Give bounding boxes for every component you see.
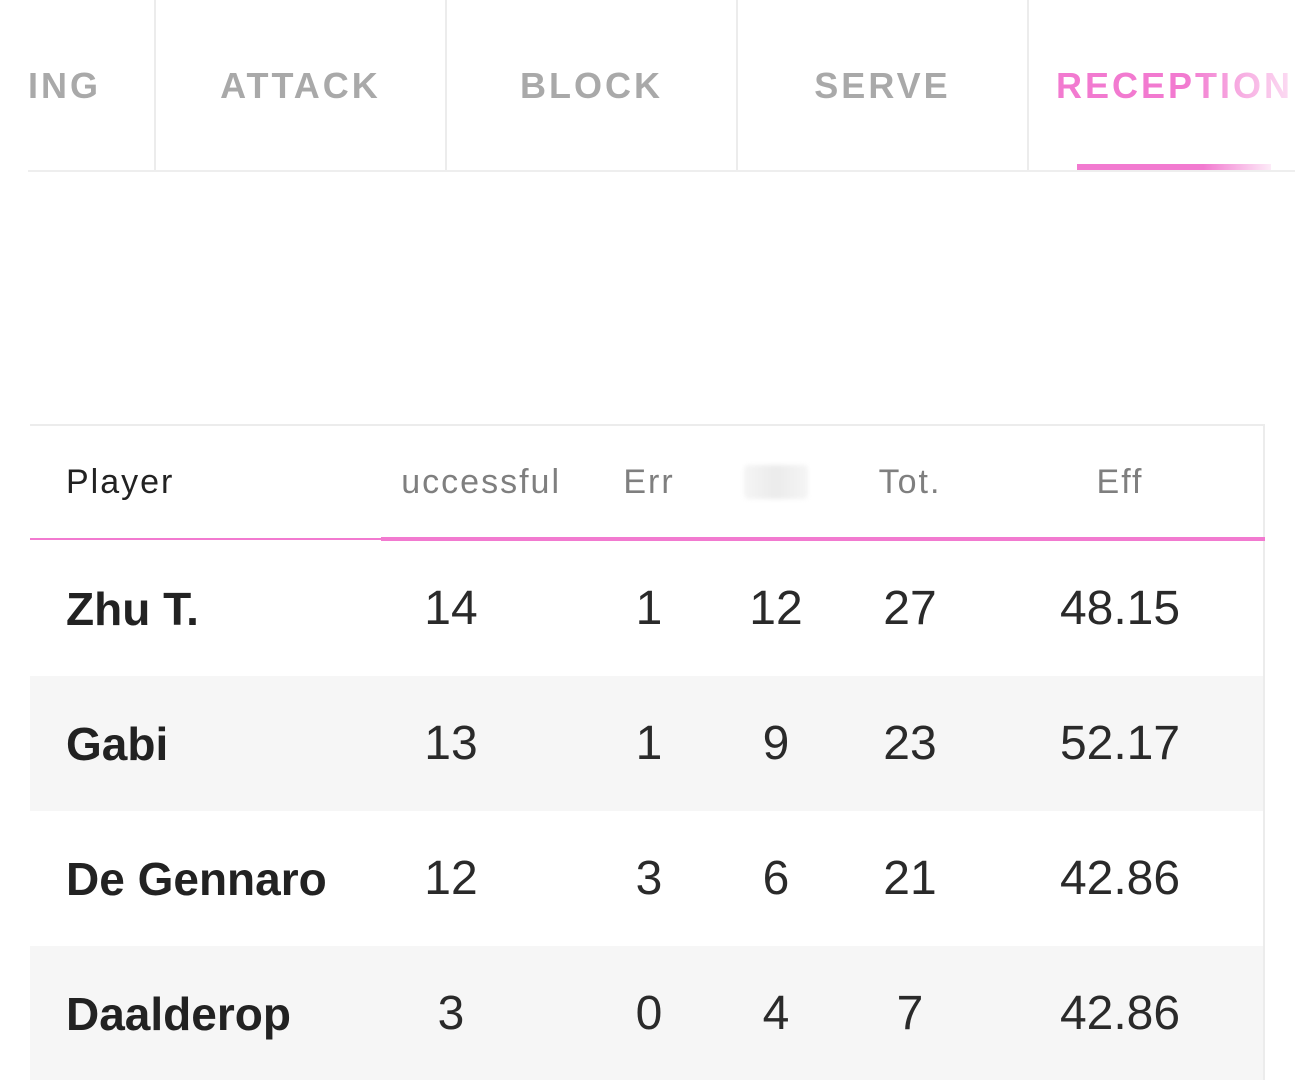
tab-label: ATTACK: [220, 64, 381, 106]
column-header-eff[interactable]: Eff: [1096, 462, 1144, 501]
column-header-err[interactable]: Err: [623, 462, 675, 501]
table-row[interactable]: Daalderop 3 0 4 7 42.86: [30, 946, 1263, 1080]
tab-setting[interactable]: ING: [0, 0, 154, 171]
err-value: 1: [635, 582, 663, 635]
column-header-obscured: [743, 426, 809, 538]
player-name: Daalderop: [66, 987, 291, 1040]
player-name: Gabi: [66, 717, 169, 770]
tab-divider: [154, 0, 156, 171]
column-header-successful[interactable]: uccessful: [401, 462, 561, 501]
successful-value: 13: [424, 717, 478, 770]
err-value: 0: [635, 987, 663, 1040]
obscured-header-placeholder: [744, 465, 808, 499]
tab-label: ING: [28, 64, 102, 106]
player-name: Zhu T.: [66, 582, 199, 635]
column-header-player[interactable]: Player: [66, 462, 175, 501]
tab-reception[interactable]: RECEPTION: [1029, 0, 1295, 171]
tab-label: RECEPTION: [1056, 64, 1294, 106]
tab-serve[interactable]: SERVE: [738, 0, 1027, 171]
col4-value: 9: [762, 717, 790, 770]
eff-value: 52.17: [1059, 717, 1181, 770]
successful-value: 12: [424, 852, 478, 905]
col4-value: 4: [762, 987, 790, 1040]
col4-value: 6: [762, 852, 790, 905]
eff-value: 48.15: [1059, 582, 1181, 635]
err-value: 3: [635, 852, 663, 905]
active-tab-indicator: [1077, 164, 1271, 170]
column-header-tot[interactable]: Tot.: [878, 462, 942, 501]
player-name: De Gennaro: [66, 852, 327, 905]
tab-block[interactable]: BLOCK: [447, 0, 736, 171]
successful-value: 14: [424, 582, 478, 635]
eff-value: 42.86: [1059, 852, 1181, 905]
tab-label: SERVE: [814, 64, 951, 106]
table-row[interactable]: Gabi 13 1 9 23 52.17: [30, 676, 1263, 811]
eff-value: 42.86: [1059, 987, 1181, 1040]
tab-label: BLOCK: [520, 64, 663, 106]
tab-divider: [1027, 0, 1029, 171]
tab-divider: [736, 0, 738, 171]
tab-attack[interactable]: ATTACK: [156, 0, 445, 171]
stats-tab-bar: ING ATTACK BLOCK SERVE RECEPTION: [0, 0, 1295, 172]
header-underline-accent: [381, 537, 1265, 541]
table-row[interactable]: De Gennaro 12 3 6 21 42.86: [30, 811, 1263, 946]
table-row[interactable]: Zhu T. 14 1 12 27 48.15: [30, 541, 1263, 676]
err-value: 1: [635, 717, 663, 770]
reception-stats-table: Player uccessful Err Tot. Eff Zhu T. 14 …: [30, 424, 1265, 1080]
col4-value: 12: [749, 582, 803, 635]
tab-bar-divider: [28, 170, 1295, 172]
tot-value: 27: [883, 582, 937, 635]
successful-value: 3: [437, 987, 465, 1040]
tot-value: 23: [883, 717, 937, 770]
tot-value: 7: [896, 987, 924, 1040]
table-header: Player uccessful Err Tot. Eff: [30, 426, 1265, 541]
tot-value: 21: [883, 852, 937, 905]
tab-divider: [445, 0, 447, 171]
